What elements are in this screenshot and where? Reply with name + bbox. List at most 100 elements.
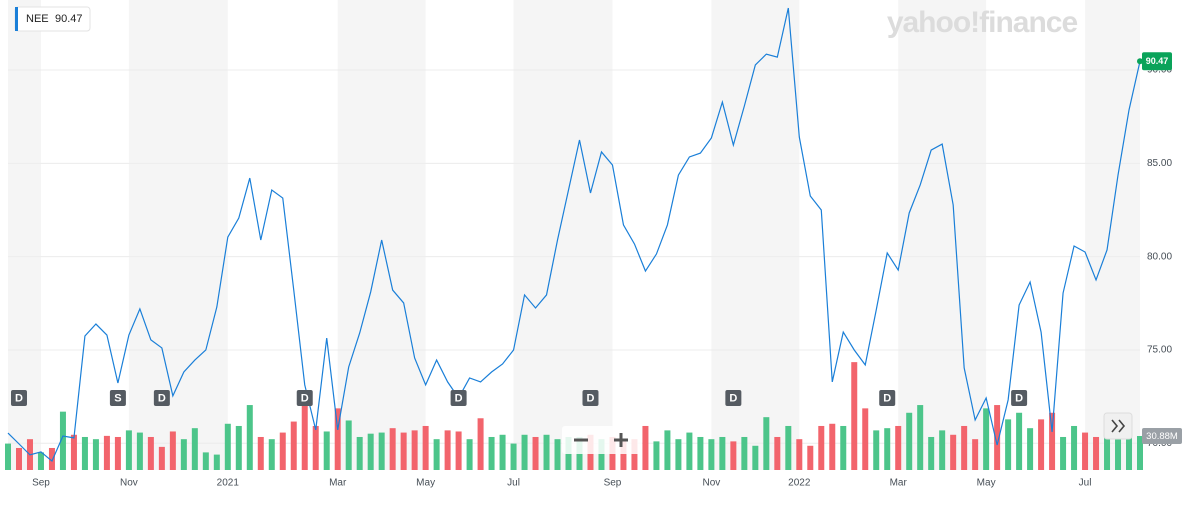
volume-bar [851,362,858,470]
volume-bar [1104,434,1111,470]
volume-bar [818,425,825,470]
volume-bar [356,436,363,470]
last-price-dot [1137,58,1143,65]
volume-bar [631,439,638,470]
volume-bar [301,395,308,470]
event-label: D [158,392,166,404]
volume-bar [961,425,968,470]
volume-bar [730,441,737,470]
x-tick-label: Sep [32,478,50,489]
last-price-label: 90.47 [1146,56,1169,66]
volume-bar [1126,432,1133,470]
shade-band [898,0,987,470]
volume-bar [719,436,726,470]
volume-bar [389,428,396,470]
volume-bar [741,436,748,470]
volume-bar [92,439,99,470]
event-badge[interactable] [725,390,742,406]
volume-bar [983,408,990,470]
volume-bar [246,405,253,470]
volume-bar [103,435,110,470]
x-tick-label: Mar [329,478,347,489]
x-tick-label: Jul [507,478,520,489]
month-shading [8,0,1140,470]
volume-bar [70,434,77,470]
volume-bar [994,405,1001,470]
volume-bar [928,436,935,470]
tag-accent [15,7,18,31]
volume-bar [433,439,440,470]
event-badge[interactable] [153,390,170,406]
event-label: D [15,392,23,404]
event-badge[interactable] [450,390,467,406]
volume-bar [1137,436,1143,470]
volume-bar [1115,430,1122,470]
volume-bar [235,425,242,470]
volume-bar [312,425,319,470]
volume-bar [598,439,605,470]
volume-bar [136,432,143,470]
volume-bar [257,436,264,470]
volume-bar [1027,428,1034,470]
volume-bar [686,432,693,470]
volume-bar [37,452,44,470]
event-badge[interactable] [879,390,896,406]
x-tick-label: May [416,478,435,489]
volume-bar [829,423,836,470]
shade-band [128,0,228,470]
volume-bar [499,434,506,470]
volume-bar [48,447,55,470]
event-label: D [587,392,595,404]
volume-bar [697,436,704,470]
volume-bar [400,432,407,470]
scroll-button[interactable] [1103,412,1133,440]
volume-bar [972,439,979,470]
volume-bar [752,445,759,470]
event-badge[interactable] [1011,390,1028,406]
volume-bar [796,439,803,470]
volume-bar [279,432,286,470]
x-tick-label: Mar [890,478,908,489]
volume-bar [169,431,176,470]
y-tick-label: 80.00 [1147,251,1172,262]
event-badge[interactable] [109,390,126,406]
volume-bar [554,439,561,470]
volume-bar [334,408,341,470]
volume-bar [939,430,946,470]
volume-bar [1016,412,1023,470]
event-label: D [883,392,891,404]
volume-label: 30.88M [1146,431,1178,442]
zoom-in[interactable] [614,433,628,447]
x-tick-label: Sep [604,478,622,489]
volume-bar [422,425,429,470]
volume-bar [873,430,880,470]
zoom-controls[interactable] [562,426,642,454]
volume-bar [675,439,682,470]
volume-bar [1060,436,1067,470]
volume-bar [862,408,869,470]
volume-bar [774,436,781,470]
volume-bar [367,433,374,470]
volume-bar [477,418,484,470]
event-badge[interactable] [10,390,27,406]
volume-bar [147,436,154,470]
symbol-tag[interactable]: NEE 90.47 [14,6,91,32]
volume-bar [158,446,165,470]
event-badge[interactable] [582,390,599,406]
x-tick-label: Nov [702,478,720,489]
symbol-price: 90.47 [55,13,83,25]
event-label: D [729,392,737,404]
volume-bar [345,420,352,470]
volume-bar [950,434,957,470]
event-label: D [301,392,309,404]
volume-bar [1005,419,1012,470]
event-badge[interactable] [296,390,313,406]
volume-bar [785,425,792,470]
volume-bar [268,439,275,470]
volume-bar [917,405,924,470]
x-tick-label: 2021 [217,478,240,489]
scroll-icon [1111,419,1126,433]
shade-band [711,0,800,470]
volume-bar [224,423,231,470]
